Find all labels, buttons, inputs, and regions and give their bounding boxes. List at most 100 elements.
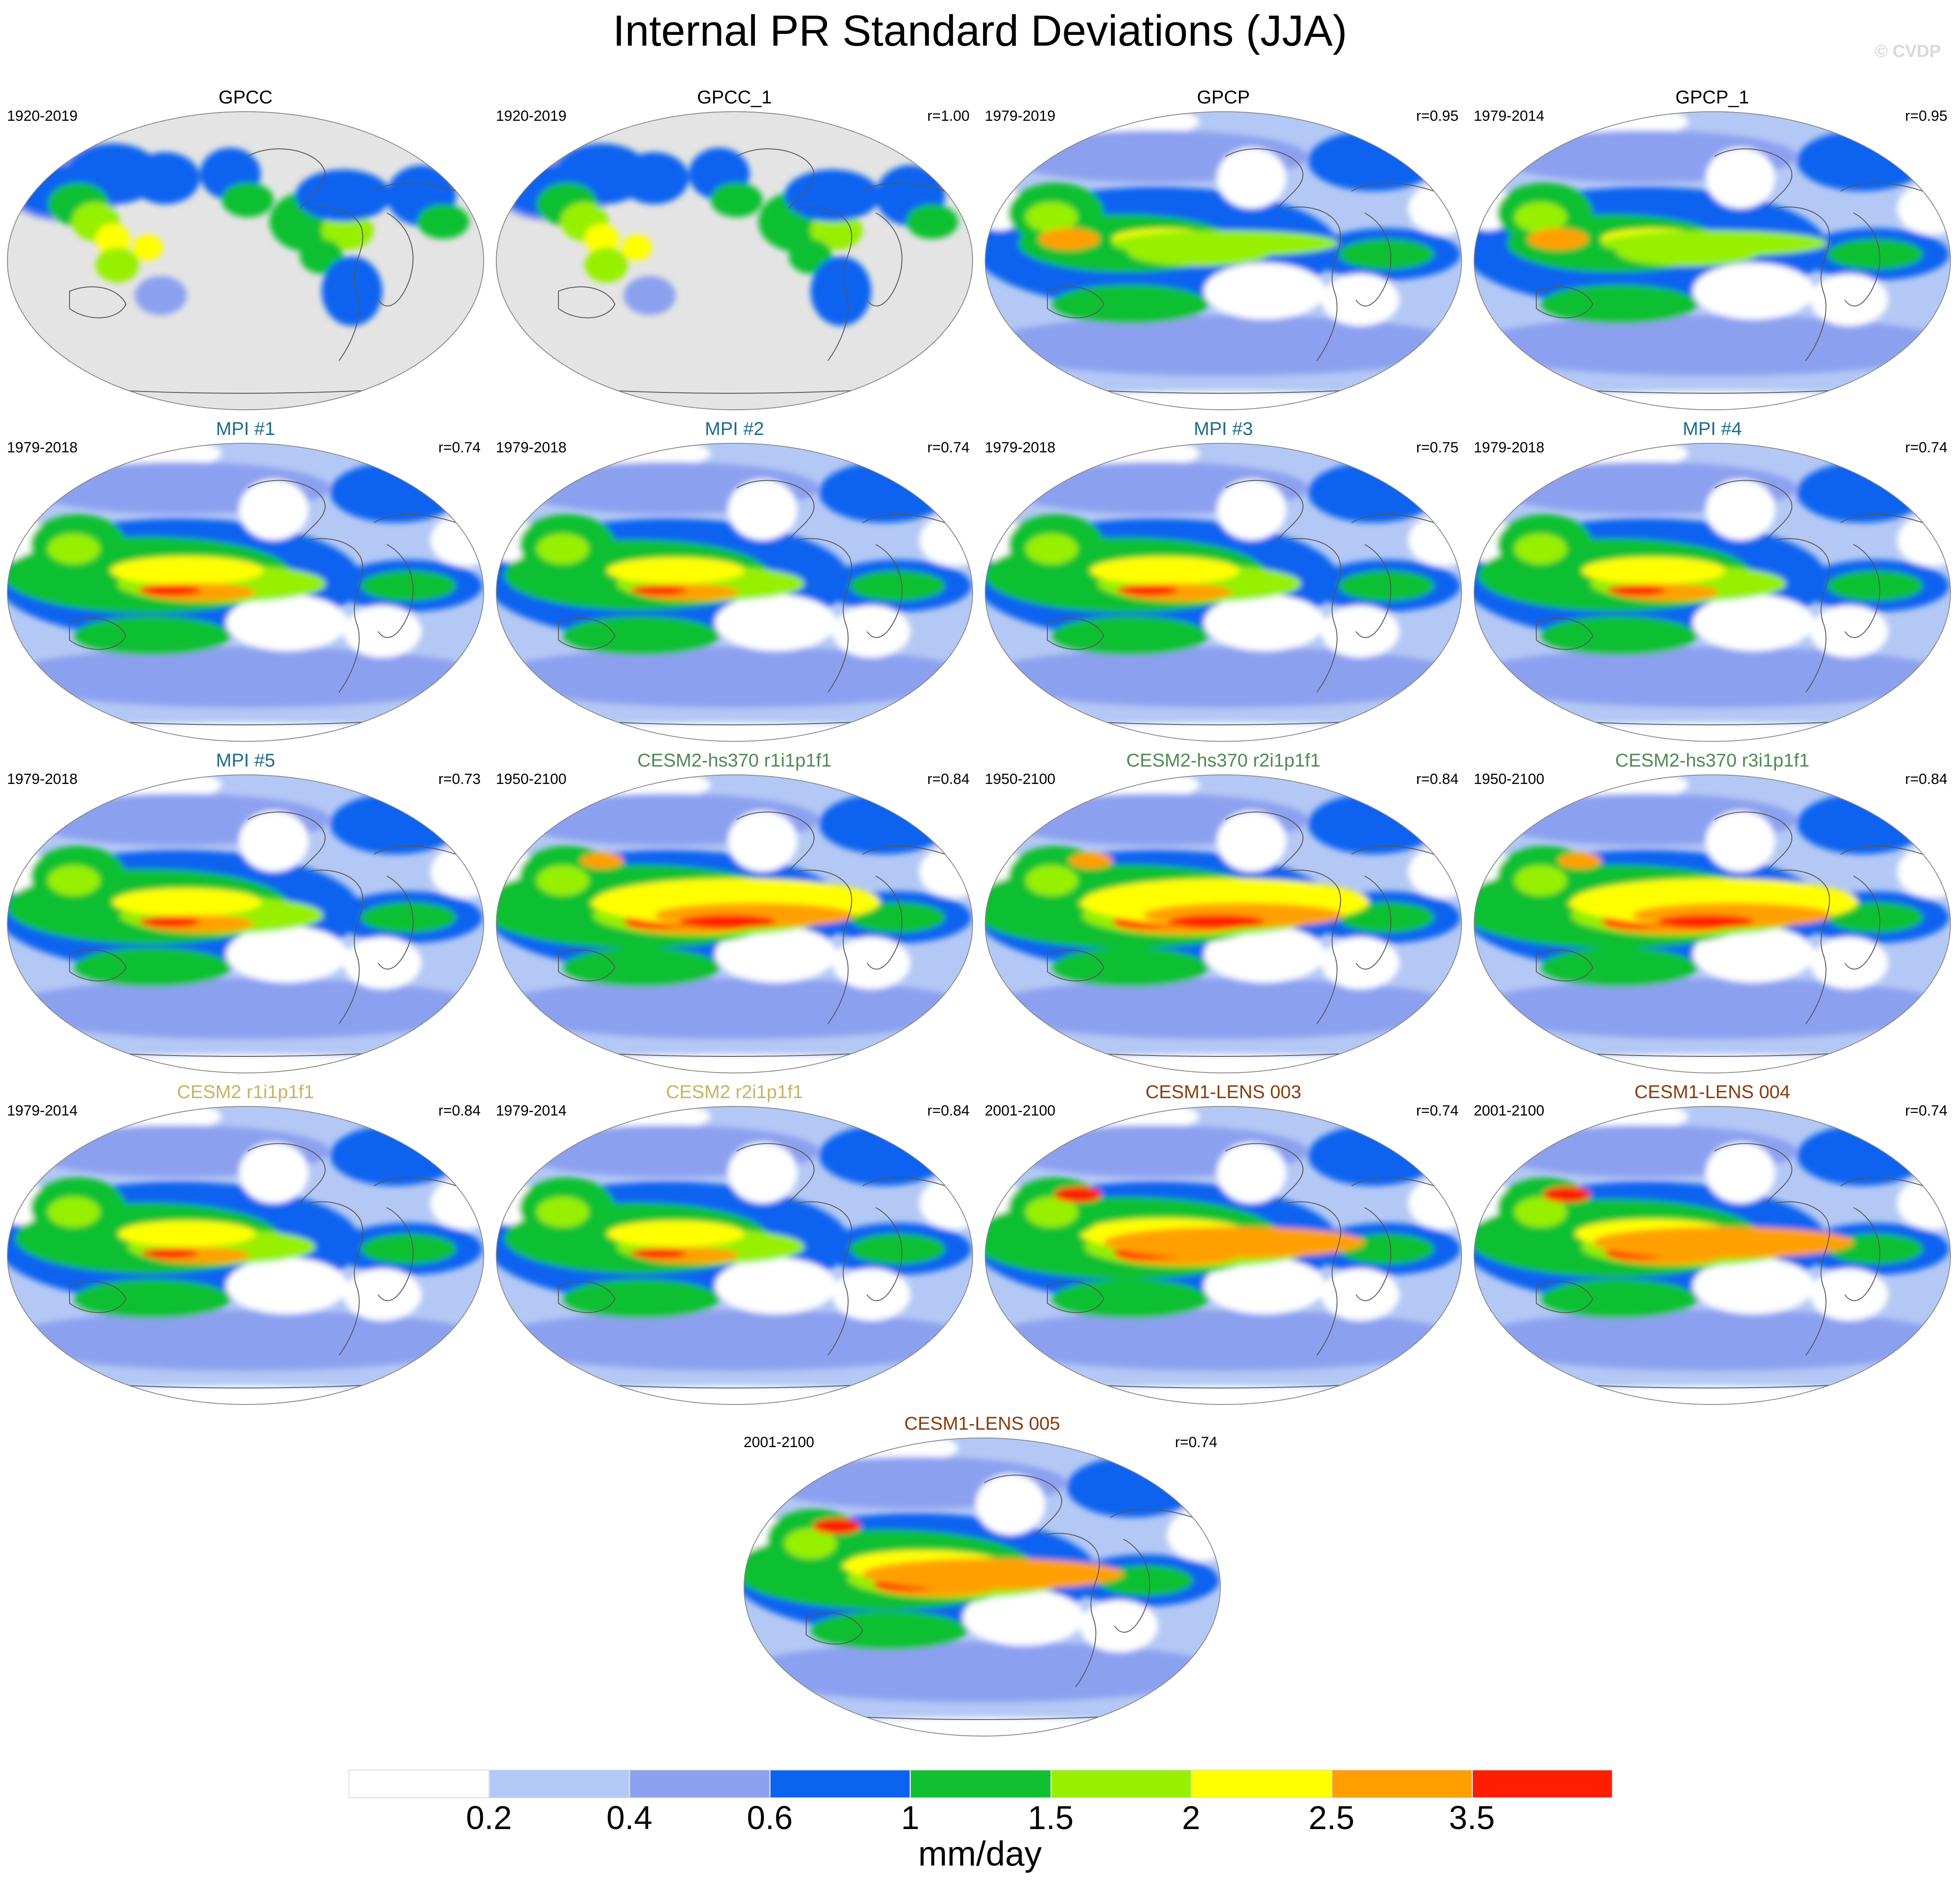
panel-title: CESM2-hs370 r2i1p1f1 — [1126, 750, 1321, 771]
panel-title: CESM1-LENS 004 — [1634, 1082, 1791, 1102]
panel-period: 1950-2100 — [1474, 771, 1545, 787]
colorbar-swatch — [770, 1770, 911, 1798]
world-map — [496, 1106, 973, 1405]
world-map — [496, 774, 973, 1073]
panel-period: 1979-2014 — [496, 1102, 567, 1119]
panel-period: 1979-2014 — [7, 1102, 78, 1119]
world-map — [7, 774, 484, 1073]
world-map — [985, 1106, 1462, 1405]
world-map — [496, 443, 973, 742]
panel-pattern-correlation: r=0.73 — [438, 771, 481, 787]
world-map — [7, 111, 484, 410]
map-panel-mpi-3: MPI #3 1979-2018 r=0.75 — [982, 418, 1465, 749]
panel-title: MPI #3 — [1193, 418, 1253, 439]
colorbar-tick-label: 1.5 — [1027, 1800, 1074, 1836]
map-panel-cesm1-lens-003: CESM1-LENS 003 2001-2100 r=0.74 — [982, 1082, 1465, 1412]
panel-title: GPCC_1 — [697, 87, 772, 108]
panel-period: 1979-2019 — [985, 108, 1056, 124]
world-map — [985, 443, 1462, 742]
panel-period: 1979-2018 — [7, 439, 78, 456]
panel-title: CESM2 r1i1p1f1 — [177, 1082, 314, 1102]
panel-pattern-correlation: r=0.74 — [1175, 1434, 1217, 1451]
map-panel-cesm2-hs370-r3i1p1f1: CESM2-hs370 r3i1p1f1 1950-2100 r=0.84 — [1471, 750, 1953, 1080]
panel-period: 2001-2100 — [744, 1434, 814, 1451]
panel-pattern-correlation: r=0.74 — [1905, 1102, 1947, 1119]
map-panel-gpcc-1: GPCC_1 1920-2019 r=1.00 — [493, 87, 976, 417]
map-panel-mpi-4: MPI #4 1979-2018 r=0.74 — [1471, 418, 1953, 749]
panel-title: CESM2 r2i1p1f1 — [666, 1082, 803, 1102]
panel-period: 2001-2100 — [1474, 1102, 1545, 1119]
map-panel-gpcp: GPCP 1979-2019 r=0.95 — [982, 87, 1465, 417]
panel-pattern-correlation: r=0.74 — [438, 439, 481, 456]
panel-title: MPI #2 — [704, 418, 764, 439]
colorbar-units-label: mm/day — [918, 1834, 1042, 1873]
panel-period: 1979-2014 — [1474, 108, 1545, 124]
colorbar-tick-label: 2.5 — [1308, 1800, 1355, 1836]
map-panel-gpcc: GPCC 1920-2019 — [4, 87, 487, 417]
colorbar-swatch — [910, 1770, 1051, 1798]
world-map — [1474, 774, 1951, 1073]
panel-pattern-correlation: r=0.74 — [1905, 439, 1947, 456]
panel-title: MPI #5 — [216, 750, 276, 771]
panel-title: CESM2-hs370 r1i1p1f1 — [637, 750, 832, 771]
panel-period: 1950-2100 — [985, 771, 1056, 787]
panel-title: GPCC — [218, 87, 273, 108]
colorbar-swatch — [1191, 1770, 1332, 1798]
world-map — [985, 774, 1462, 1073]
panel-period: 1979-2018 — [7, 771, 78, 787]
panel-period: 1920-2019 — [7, 108, 78, 124]
panel-title: GPCP — [1197, 87, 1250, 108]
world-map — [7, 1106, 484, 1405]
colorbar-swatch — [629, 1770, 771, 1798]
panel-pattern-correlation: r=0.84 — [927, 1102, 970, 1119]
colorbar — [349, 1770, 1613, 1800]
map-panel-cesm1-lens-005: CESM1-LENS 005 2001-2100 r=0.74 — [741, 1413, 1223, 1743]
panel-pattern-correlation: r=0.74 — [927, 439, 970, 456]
panel-period: 1979-2018 — [985, 439, 1056, 456]
panel-pattern-correlation: r=1.00 — [927, 108, 970, 124]
panel-title: MPI #4 — [1682, 418, 1742, 439]
colorbar-tick-label: 0.4 — [606, 1800, 653, 1836]
panel-pattern-correlation: r=0.75 — [1416, 439, 1458, 456]
map-panel-cesm2-r1i1p1f1: CESM2 r1i1p1f1 1979-2014 r=0.84 — [4, 1082, 487, 1412]
map-panel-cesm2-r2i1p1f1: CESM2 r2i1p1f1 1979-2014 r=0.84 — [493, 1082, 976, 1412]
map-panel-cesm2-hs370-r2i1p1f1: CESM2-hs370 r2i1p1f1 1950-2100 r=0.84 — [982, 750, 1465, 1080]
panel-period: 2001-2100 — [985, 1102, 1056, 1119]
panel-title: GPCP_1 — [1675, 87, 1749, 108]
world-map — [1474, 443, 1951, 742]
panel-pattern-correlation: r=0.95 — [1905, 108, 1947, 124]
map-panel-mpi-2: MPI #2 1979-2018 r=0.74 — [493, 418, 976, 749]
colorbar-tick-label: 0.6 — [747, 1800, 793, 1836]
colorbar-tick-label: 3.5 — [1449, 1800, 1495, 1836]
world-map — [7, 443, 484, 742]
colorbar-swatch — [489, 1770, 630, 1798]
map-panel-mpi-5: MPI #5 1979-2018 r=0.73 — [4, 750, 487, 1080]
panel-title: CESM1-LENS 003 — [1145, 1082, 1302, 1102]
colorbar-tick-label: 1 — [901, 1800, 920, 1836]
colorbar-swatch — [1472, 1770, 1613, 1798]
panel-pattern-correlation: r=0.84 — [438, 1102, 481, 1119]
world-map — [985, 111, 1462, 410]
panel-title: CESM1-LENS 005 — [904, 1413, 1060, 1434]
panel-pattern-correlation: r=0.84 — [1905, 771, 1947, 787]
panel-period: 1950-2100 — [496, 771, 567, 787]
world-map — [496, 111, 973, 410]
panel-period: 1979-2018 — [1474, 439, 1545, 456]
panel-title: CESM2-hs370 r3i1p1f1 — [1615, 750, 1810, 771]
world-map — [744, 1438, 1221, 1737]
map-panel-mpi-1: MPI #1 1979-2018 r=0.74 — [4, 418, 487, 749]
panel-pattern-correlation: r=0.74 — [1416, 1102, 1458, 1119]
colorbar-tick-label: 0.2 — [466, 1800, 512, 1836]
colorbar-swatch — [1050, 1770, 1192, 1798]
panel-pattern-correlation: r=0.84 — [927, 771, 970, 787]
map-panel-cesm1-lens-004: CESM1-LENS 004 2001-2100 r=0.74 — [1471, 1082, 1953, 1412]
panel-period: 1920-2019 — [496, 108, 567, 124]
panel-pattern-correlation: r=0.84 — [1416, 771, 1458, 787]
copyright-label: © CVDP — [1875, 42, 1941, 61]
map-panel-gpcp-1: GPCP_1 1979-2014 r=0.95 — [1471, 87, 1953, 417]
map-panel-cesm2-hs370-r1i1p1f1: CESM2-hs370 r1i1p1f1 1950-2100 r=0.84 — [493, 750, 976, 1080]
world-map — [1474, 1106, 1951, 1405]
panel-pattern-correlation: r=0.95 — [1416, 108, 1458, 124]
figure-title: Internal PR Standard Deviations (JJA) — [613, 7, 1347, 55]
colorbar-swatch — [349, 1770, 490, 1798]
